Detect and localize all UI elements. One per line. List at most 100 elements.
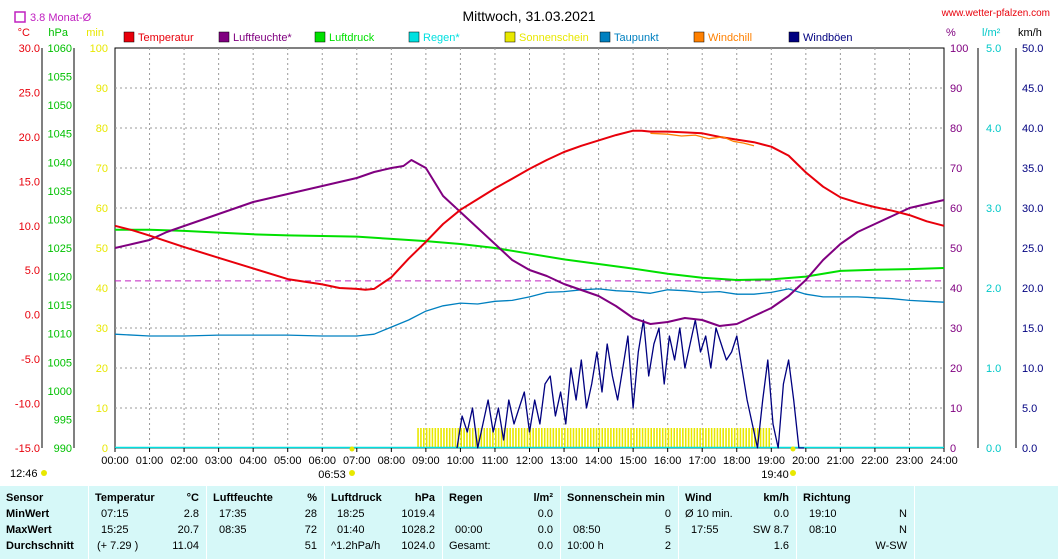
sunshine-bar: [515, 428, 517, 448]
legend-label: Luftfeuchte*: [233, 32, 292, 44]
x-tick-label: 00:00: [101, 455, 129, 467]
sunset-label: 19:40: [761, 469, 789, 481]
sunshine-bar: [566, 428, 569, 448]
pressure-tick-label: 1050: [48, 100, 72, 112]
x-tick-label: 09:00: [412, 455, 440, 467]
pressure-tick-label: 1040: [48, 157, 72, 169]
stats-row-label-avg: Durchschnitt: [6, 540, 74, 552]
series-line-temperatur: [114, 129, 945, 291]
sunshine-bar: [762, 428, 765, 448]
rain-tick-label: 0.0: [986, 443, 1001, 455]
sunshine-bar: [725, 428, 727, 448]
stats-wind-unit: km/h: [763, 492, 789, 504]
x-tick-label: 05:00: [274, 455, 302, 467]
sunshine-bar: [535, 428, 537, 448]
stats-row-label-min: MinWert: [6, 508, 50, 520]
chart-title: Mittwoch, 31.03.2021: [462, 8, 595, 24]
stats-sun-avg-time: 10:00 h: [567, 540, 604, 552]
pressure-tick-label: 1025: [48, 243, 72, 255]
sunshine-bar: [745, 428, 747, 448]
x-tick-label: 03:00: [205, 455, 233, 467]
legend-swatch: [218, 31, 230, 43]
humidity-tick-label: 100: [950, 43, 968, 55]
sunshine-bar: [587, 428, 589, 448]
stats-sun-header: Sonnenschein min: [567, 492, 665, 504]
sunshine-bar: [469, 428, 471, 448]
sunshine-bar: [647, 428, 650, 448]
pressure-tick-label: 1030: [48, 214, 72, 226]
stats-wind-min: 0.0: [773, 508, 789, 520]
stats-sun-max: 5: [664, 524, 671, 536]
sunshine-bar: [659, 428, 661, 448]
stats-temp-avg-extra: (+ 7.29 ): [97, 540, 139, 552]
stats-sun-min: 0: [664, 508, 671, 520]
day-length-label: 12:46: [10, 468, 38, 480]
sunshine-tick-label: 100: [90, 43, 108, 55]
stats-pres-max-time: 01:40: [337, 524, 365, 536]
sunshine-bar: [736, 428, 739, 448]
sunshine-bar: [437, 428, 439, 448]
x-tick-label: 22:00: [861, 455, 889, 467]
wind-tick-label: 40.0: [1022, 123, 1043, 135]
humidity-unit-label: %: [946, 27, 956, 39]
sunshine-tick-label: 10: [96, 403, 108, 415]
sunset-axis-marker: [790, 446, 796, 452]
stats-rain-unit: l/m²: [533, 492, 553, 504]
sunshine-bar: [526, 428, 529, 448]
stats-temperature-column: Temperatur °C 07:15 2.8 15:25 20.7 (+ 7.29 …: [88, 486, 207, 559]
stats-dir-min-time: 19:10: [809, 508, 837, 520]
sunshine-bar: [440, 428, 442, 448]
sunshine-bar: [661, 428, 664, 448]
stats-temp-max: 20.7: [177, 524, 199, 536]
sunshine-bar: [509, 428, 511, 448]
stats-rain-header: Regen: [449, 492, 483, 504]
sunshine-bar: [684, 428, 687, 448]
series-line-windböen: [456, 319, 805, 449]
sunshine-bar: [612, 428, 615, 448]
x-tick-label: 12:00: [516, 455, 544, 467]
monthly-avg-swatch: [14, 11, 26, 23]
sunshine-bar: [765, 428, 768, 448]
sunshine-bar: [512, 428, 514, 448]
stats-sun-max-time: 08:50: [573, 524, 601, 536]
sunshine-bar: [742, 428, 745, 448]
sunshine-bar: [592, 428, 595, 448]
x-tick-label: 04:00: [239, 455, 267, 467]
sunshine-bar: [558, 428, 560, 448]
sunshine-bar: [425, 428, 428, 448]
legend-swatch: [314, 31, 326, 43]
sunshine-bar: [549, 428, 552, 448]
stats-wind-header: Wind: [685, 492, 712, 504]
pressure-tick-label: 1060: [48, 43, 72, 55]
sunshine-bar: [474, 428, 477, 448]
stats-hum-header: Luftfeuchte: [213, 492, 273, 504]
sunshine-bar: [705, 428, 707, 448]
stats-pres-min: 1019.4: [401, 508, 435, 520]
sunshine-bar: [728, 428, 730, 448]
stats-hum-min-time: 17:35: [219, 508, 247, 520]
stats-temp-max-time: 15:25: [101, 524, 129, 536]
stats-temp-min-time: 07:15: [101, 508, 129, 520]
x-tick-label: 23:00: [896, 455, 924, 467]
wind-tick-label: 25.0: [1022, 243, 1043, 255]
sunshine-bar: [546, 428, 549, 448]
series-line-luftfeuchte: [114, 159, 945, 327]
humidity-tick-label: 50: [950, 243, 962, 255]
wind-tick-label: 35.0: [1022, 163, 1043, 175]
wind-tick-label: 20.0: [1022, 283, 1043, 295]
sunshine-tick-label: 50: [96, 243, 108, 255]
stats-pres-avg: 1024.0: [401, 540, 435, 552]
series-line-windchill: [650, 132, 755, 147]
humidity-tick-label: 80: [950, 123, 962, 135]
sunshine-bar: [733, 428, 736, 448]
wind-tick-label: 0.0: [1022, 443, 1037, 455]
sunshine-bar: [739, 428, 742, 448]
weather-chart: 30.0 25.0 20.0 15.0 10.0 5.0 0.0 -5.0 -10.0 -15.0…: [10, 8, 1050, 481]
site-label: www.wetter-pfalzen.com: [941, 8, 1050, 19]
sunshine-tick-label: 20: [96, 363, 108, 375]
stats-pres-unit: hPa: [414, 492, 435, 504]
sunshine-bar: [532, 428, 534, 448]
stats-wind-min-label: Ø 10 min.: [685, 508, 733, 520]
sunshine-bar: [759, 428, 762, 448]
stats-temp-unit: °C: [186, 492, 199, 504]
